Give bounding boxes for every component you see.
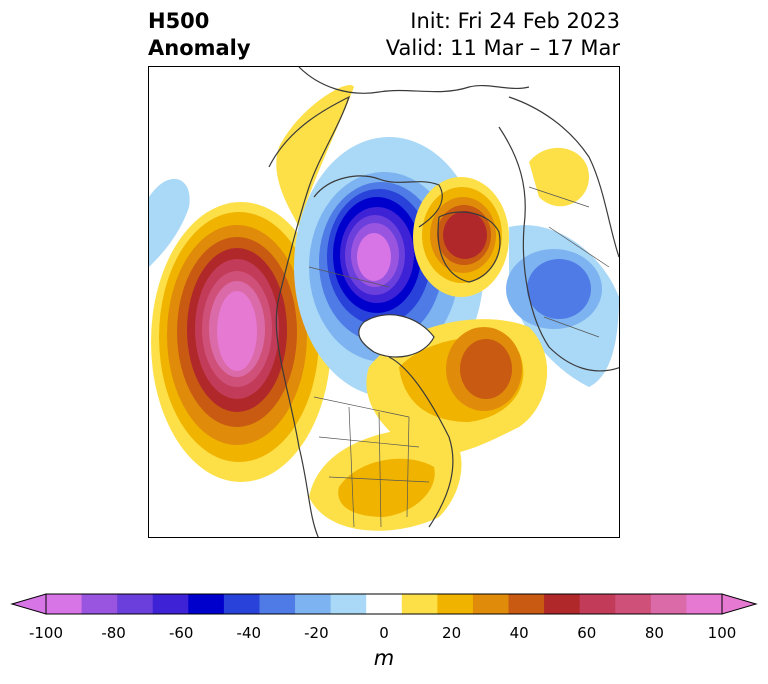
tick-label: 40: [509, 624, 529, 642]
political-borders: [308, 186, 610, 528]
colorbar-segment: [188, 594, 225, 614]
tick-label: 20: [442, 624, 462, 642]
chart-title-right: Init: Fri 24 Feb 2023 Valid: 11 Mar – 17…: [386, 8, 620, 62]
colorbar-segment: [46, 594, 83, 614]
eastern-us-positive-anomaly: [309, 427, 462, 531]
colorbar-segment: [81, 594, 118, 614]
colorbar-segment: [686, 594, 723, 614]
tick-label: -20: [304, 624, 329, 642]
colorbar-min-extend: [10, 593, 47, 615]
colorbar-segment: [437, 594, 474, 614]
pacific-positive-anomaly: [151, 202, 331, 482]
greenland-sea-positive-anomaly: [413, 177, 509, 297]
tick-label: 80: [644, 624, 664, 642]
siberia-positive-patch: [529, 147, 589, 207]
tick-label: 0: [379, 624, 389, 642]
title-line-2: Anomaly: [148, 36, 251, 60]
colorbar-outline: [45, 593, 723, 615]
tick-label: -40: [236, 624, 262, 642]
alaska-positive-band: [276, 85, 354, 227]
colorbar-segment: [650, 594, 687, 614]
colorbar: [10, 593, 758, 615]
colorbar-segment: [508, 594, 545, 614]
tick-label: -60: [168, 624, 194, 642]
colorbar-segment: [259, 594, 296, 614]
colorbar-segment: [615, 594, 652, 614]
hudson-bay-neutral: [358, 314, 434, 357]
colorbar-segment: [472, 594, 510, 614]
siberia-negative-anomaly: [506, 225, 619, 387]
colorbar-segment: [579, 594, 616, 614]
colorbar-max-extend: [721, 593, 758, 615]
colorbar-segment: [401, 594, 438, 614]
tick-label: -80: [101, 624, 126, 642]
anomaly-map-svg: [149, 67, 619, 537]
colorbar-segment: [295, 594, 332, 614]
colorbar-segment: [117, 594, 154, 614]
tick-label: -100: [28, 624, 64, 642]
chart-title-left: H500 Anomaly: [148, 8, 251, 62]
title-line-1: H500: [148, 9, 210, 33]
colorbar-segment: [366, 594, 403, 614]
valid-date-range: Valid: 11 Mar – 17 Mar: [385, 36, 620, 60]
coastlines: [268, 67, 619, 537]
colorbar-segment: [544, 594, 581, 614]
init-date: Init: Fri 24 Feb 2023: [410, 9, 620, 33]
colorbar-segment: [223, 594, 260, 614]
colorbar-unit-label: m: [373, 646, 395, 670]
anomaly-map: [148, 66, 620, 538]
pacific-negative-patch: [149, 178, 190, 267]
colorbar-segments: [46, 594, 723, 614]
colorbar-segment: [330, 594, 367, 614]
tick-label: 100: [707, 624, 737, 642]
tick-label: 60: [577, 624, 597, 642]
colorbar-segment: [152, 594, 189, 614]
